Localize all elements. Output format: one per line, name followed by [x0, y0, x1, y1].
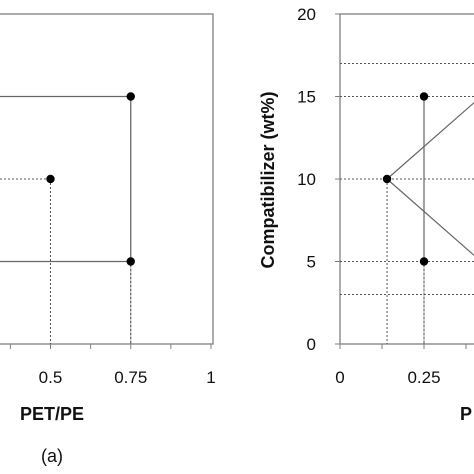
x-tick-label: 0	[335, 368, 344, 387]
y-tick-label: 15	[297, 88, 316, 107]
plot-frame	[0, 13, 214, 345]
panel-0	[0, 13, 214, 349]
data-point	[419, 257, 429, 266]
y-tick-label: 0	[307, 335, 316, 354]
x-axis-label: P	[460, 404, 472, 424]
y-axis-label: Compatibilizer (wt%)	[258, 91, 278, 268]
data-point	[46, 174, 55, 184]
panel-label: (a)	[41, 446, 63, 466]
data-point	[126, 257, 135, 266]
data-point	[126, 92, 135, 101]
x-tick-label: 1	[206, 368, 215, 387]
x-axis-label: PET/PE	[20, 404, 84, 424]
y-tick-label: 20	[297, 5, 316, 24]
x-tick-label: 0.5	[39, 368, 63, 387]
connection-line	[386, 101, 474, 180]
data-point	[419, 92, 429, 101]
x-tick-label: 0.75	[114, 368, 147, 387]
y-tick-label: 10	[297, 170, 316, 189]
connection-line	[386, 178, 474, 257]
data-point	[382, 174, 392, 184]
y-tick-label: 5	[307, 253, 316, 272]
x-tick-label: 0.25	[407, 368, 440, 387]
panel-1	[335, 13, 474, 349]
